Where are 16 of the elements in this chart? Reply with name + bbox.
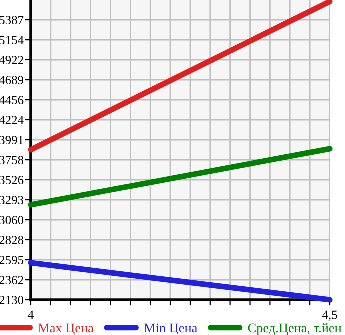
x-tick-label: 4,5 [322,310,338,322]
y-tick-label: 3758 [0,156,24,165]
legend-label: Min Цена [144,324,198,335]
y-tick-label: 2828 [0,236,24,244]
y-tick-label: 3293 [0,196,24,204]
y-tick-label: 3991 [0,136,24,144]
legend-label: Max Цена [38,324,94,335]
y-tick-label: 2595 [0,256,24,264]
y-tick-label: 3526 [0,176,24,184]
y-tick-label: 5387 [0,16,24,24]
y-tick-label: 2130 [0,296,24,304]
y-tick-label: 2362 [0,276,24,285]
y-tick-label: 3060 [0,216,24,225]
y-tick-label: 5154 [0,36,24,45]
legend-label: Сред.Цена, т.йен [248,323,342,335]
x-tick-label: 4 [28,310,34,320]
